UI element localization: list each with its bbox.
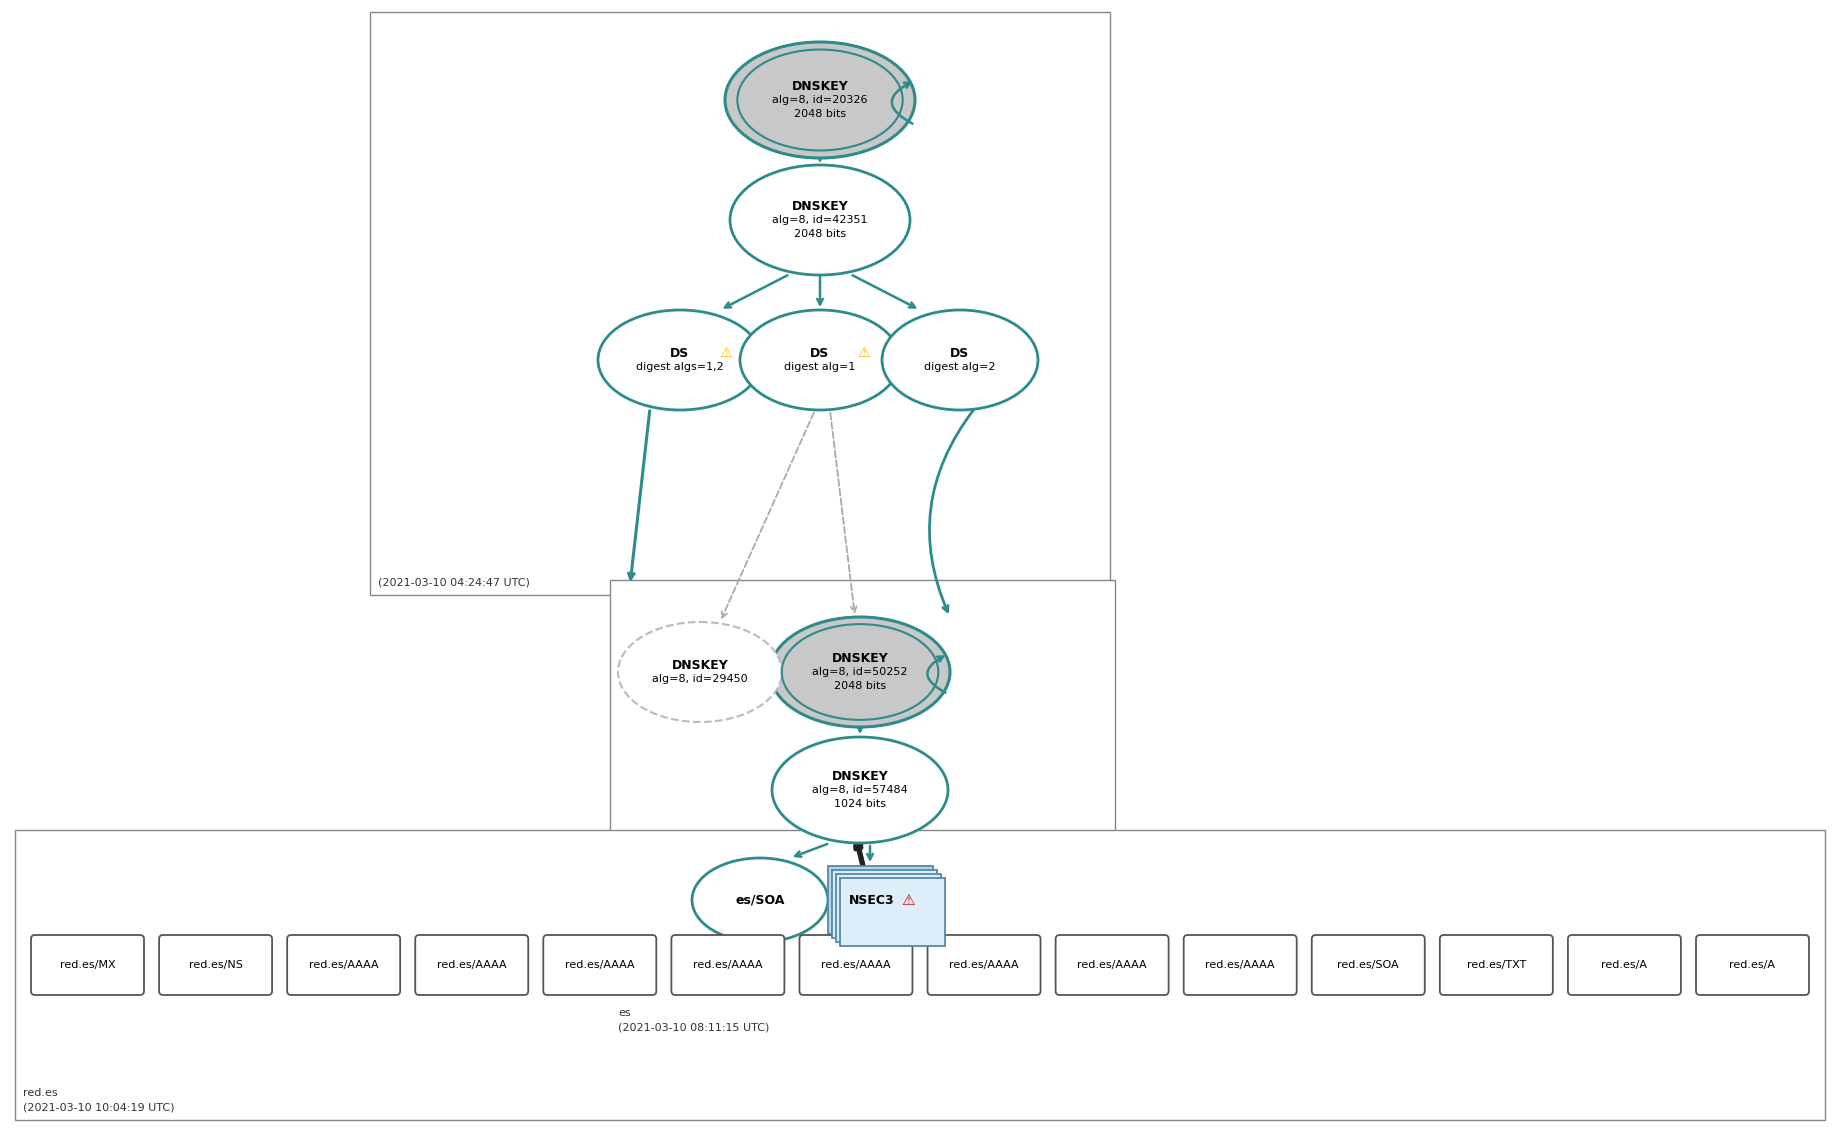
Text: DNSKEY: DNSKEY — [672, 659, 729, 671]
Text: red.es: red.es — [22, 1088, 57, 1098]
Text: red.es/AAAA: red.es/AAAA — [1077, 960, 1147, 970]
Text: DNSKEY: DNSKEY — [792, 199, 849, 213]
Text: DS: DS — [670, 346, 690, 360]
Text: digest alg=1: digest alg=1 — [784, 362, 856, 372]
Ellipse shape — [619, 622, 782, 721]
Text: red.es/A: red.es/A — [1602, 960, 1648, 970]
FancyBboxPatch shape — [1569, 935, 1681, 995]
Text: 2048 bits: 2048 bits — [793, 229, 847, 239]
Text: DS: DS — [950, 346, 970, 360]
FancyBboxPatch shape — [672, 935, 784, 995]
FancyBboxPatch shape — [832, 869, 937, 938]
Text: DS: DS — [810, 346, 830, 360]
FancyBboxPatch shape — [799, 935, 913, 995]
Text: digest algs=1,2: digest algs=1,2 — [637, 362, 724, 372]
Text: red.es/AAAA: red.es/AAAA — [950, 960, 1018, 970]
FancyBboxPatch shape — [609, 580, 1116, 1040]
FancyBboxPatch shape — [1055, 935, 1169, 995]
Text: red.es/SOA: red.es/SOA — [1337, 960, 1399, 970]
Ellipse shape — [882, 310, 1038, 410]
FancyBboxPatch shape — [416, 935, 528, 995]
Text: alg=8, id=57484: alg=8, id=57484 — [812, 785, 908, 795]
FancyBboxPatch shape — [158, 935, 272, 995]
FancyBboxPatch shape — [836, 874, 941, 942]
Text: DNSKEY: DNSKEY — [832, 651, 889, 665]
FancyBboxPatch shape — [287, 935, 399, 995]
Ellipse shape — [740, 310, 900, 410]
Text: DNSKEY: DNSKEY — [832, 769, 889, 783]
FancyBboxPatch shape — [1440, 935, 1552, 995]
Text: digest alg=2: digest alg=2 — [924, 362, 996, 372]
Text: ⚠: ⚠ — [858, 346, 871, 360]
Text: red.es/AAAA: red.es/AAAA — [309, 960, 379, 970]
FancyBboxPatch shape — [1313, 935, 1425, 995]
Ellipse shape — [731, 165, 909, 275]
Text: DNSKEY: DNSKEY — [792, 80, 849, 92]
Ellipse shape — [725, 42, 915, 158]
FancyBboxPatch shape — [1184, 935, 1296, 995]
Text: red.es/NS: red.es/NS — [188, 960, 243, 970]
FancyBboxPatch shape — [828, 866, 933, 934]
Ellipse shape — [771, 737, 948, 843]
FancyBboxPatch shape — [839, 879, 944, 946]
FancyBboxPatch shape — [1696, 935, 1810, 995]
Text: 2048 bits: 2048 bits — [793, 109, 847, 119]
FancyBboxPatch shape — [31, 935, 144, 995]
FancyBboxPatch shape — [928, 935, 1040, 995]
Text: (2021-03-10 04:24:47 UTC): (2021-03-10 04:24:47 UTC) — [377, 577, 530, 587]
Text: red.es/A: red.es/A — [1729, 960, 1775, 970]
Text: es/SOA: es/SOA — [735, 893, 784, 907]
FancyBboxPatch shape — [15, 830, 1824, 1120]
FancyBboxPatch shape — [543, 935, 655, 995]
FancyBboxPatch shape — [370, 13, 1110, 595]
Text: NSEC3: NSEC3 — [849, 893, 895, 907]
Text: alg=8, id=42351: alg=8, id=42351 — [771, 215, 867, 225]
Text: es: es — [619, 1008, 631, 1019]
Text: ⚠: ⚠ — [718, 346, 731, 360]
Text: alg=8, id=20326: alg=8, id=20326 — [771, 94, 867, 105]
Text: ⚠: ⚠ — [902, 892, 915, 907]
Text: red.es/AAAA: red.es/AAAA — [565, 960, 635, 970]
Text: (2021-03-10 10:04:19 UTC): (2021-03-10 10:04:19 UTC) — [22, 1102, 175, 1112]
Ellipse shape — [598, 310, 762, 410]
Text: alg=8, id=50252: alg=8, id=50252 — [812, 667, 908, 677]
Text: red.es/AAAA: red.es/AAAA — [436, 960, 506, 970]
Text: red.es/TXT: red.es/TXT — [1467, 960, 1526, 970]
Text: alg=8, id=29450: alg=8, id=29450 — [652, 674, 747, 684]
Text: 1024 bits: 1024 bits — [834, 799, 886, 809]
Ellipse shape — [692, 858, 828, 942]
Text: (2021-03-10 08:11:15 UTC): (2021-03-10 08:11:15 UTC) — [619, 1022, 770, 1032]
Text: red.es/MX: red.es/MX — [59, 960, 116, 970]
Text: 2048 bits: 2048 bits — [834, 681, 886, 691]
Ellipse shape — [770, 617, 950, 727]
Text: red.es/AAAA: red.es/AAAA — [1206, 960, 1276, 970]
Text: red.es/AAAA: red.es/AAAA — [692, 960, 762, 970]
Text: red.es/AAAA: red.es/AAAA — [821, 960, 891, 970]
